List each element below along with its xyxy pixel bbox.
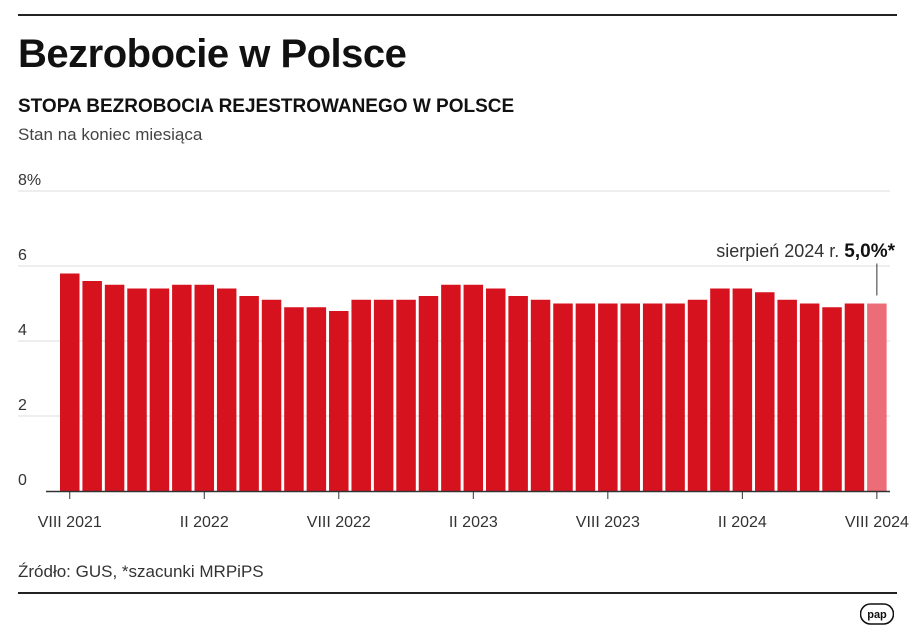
- y-tick-label: 8%: [18, 172, 41, 189]
- x-tick-label: VIII 2023: [576, 514, 640, 531]
- page-title: Bezrobocie w Polsce: [18, 32, 407, 76]
- bottom-rule: [18, 592, 897, 594]
- bar: [127, 288, 147, 491]
- bar: [642, 303, 663, 491]
- bar: [373, 299, 394, 491]
- bar: [485, 288, 506, 491]
- bar: [239, 296, 259, 491]
- bar: [553, 303, 573, 491]
- chart-subtitle: STOPA BEZROBOCIA REJESTROWANEGO W POLSCE: [18, 96, 515, 117]
- bar: [822, 307, 842, 491]
- chart-note: Stan na koniec miesiąca: [18, 125, 203, 144]
- x-tick-label: II 2023: [449, 514, 498, 531]
- x-tick-label: VIII 2022: [307, 514, 371, 531]
- pap-logo: pap: [860, 603, 894, 625]
- bar: [508, 296, 528, 491]
- annotation-label: sierpień 2024 r. 5,0%*: [716, 241, 895, 262]
- bar: [82, 281, 102, 491]
- bar: [329, 311, 349, 491]
- pap-logo-text: pap: [867, 609, 887, 621]
- bar: [284, 307, 304, 491]
- x-tick-label: II 2022: [180, 514, 229, 531]
- bar: [844, 303, 865, 491]
- bar: [530, 299, 551, 491]
- bar: [665, 303, 685, 491]
- bar: [463, 284, 484, 491]
- bar: [396, 299, 416, 491]
- bar: [418, 296, 439, 491]
- y-tick-label: 6: [18, 247, 27, 264]
- bar: [306, 307, 327, 491]
- bar: [149, 288, 170, 491]
- x-tick-label: II 2024: [718, 514, 767, 531]
- x-tick-label: VIII 2021: [38, 514, 102, 531]
- bar: [104, 284, 125, 491]
- bar: [261, 299, 282, 491]
- source-note: Źródło: GUS, *szacunki MRPiPS: [18, 562, 264, 581]
- bar: [598, 303, 618, 491]
- bar: [755, 292, 775, 491]
- bar: [620, 303, 640, 491]
- bar: [867, 303, 887, 491]
- bar: [351, 299, 371, 491]
- bar: [710, 288, 730, 491]
- bar: [575, 303, 596, 491]
- top-rule: [18, 14, 897, 16]
- bar: [216, 288, 237, 491]
- annotation-date: sierpień 2024 r.: [716, 241, 844, 261]
- y-tick-label: 0: [18, 472, 27, 489]
- bar: [194, 284, 215, 491]
- y-tick-label: 4: [18, 322, 27, 339]
- bar: [777, 299, 797, 491]
- bar: [687, 299, 708, 491]
- y-tick-label: 2: [18, 397, 27, 414]
- bar: [60, 273, 80, 491]
- bar: [799, 303, 820, 491]
- bar: [441, 284, 461, 491]
- annotation-value: 5,0%*: [844, 241, 895, 262]
- x-tick-label: VIII 2024: [845, 514, 909, 531]
- bar: [172, 284, 192, 491]
- bar: [732, 288, 753, 491]
